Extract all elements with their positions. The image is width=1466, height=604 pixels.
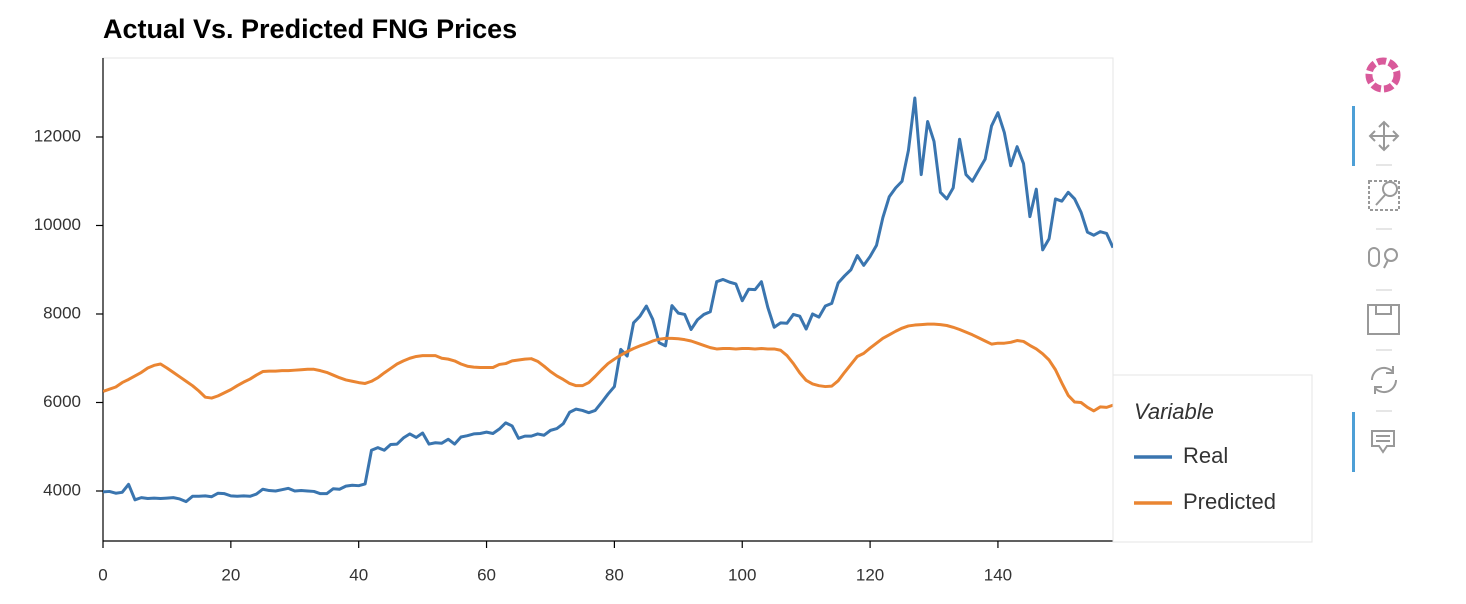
toolbar-dividers (1376, 164, 1392, 412)
wheel-zoom-tool[interactable] (1368, 247, 1398, 269)
x-tick-label: 100 (728, 565, 756, 584)
bokeh-logo (1365, 57, 1401, 93)
save-tool[interactable] (1367, 304, 1400, 335)
y-tick-label: 8000 (43, 303, 81, 322)
x-tick-label: 60 (477, 565, 496, 584)
series-line (103, 322, 1113, 413)
x-tick-label: 120 (856, 565, 884, 584)
reset-tool[interactable] (1370, 366, 1398, 394)
series-line (103, 96, 1113, 504)
x-tick-label: 40 (349, 565, 368, 584)
x-tick-label: 0 (98, 565, 107, 584)
active-marker (1352, 412, 1355, 472)
y-tick-label: 4000 (43, 480, 81, 499)
y-tick-label: 6000 (43, 392, 81, 411)
x-tick-label: 140 (984, 565, 1012, 584)
plot-frame (102, 57, 1114, 542)
y-tick-label: 10000 (34, 215, 81, 234)
x-tick-label: 80 (605, 565, 624, 584)
pan-tool[interactable] (1368, 120, 1400, 152)
x-tick-label: 20 (221, 565, 240, 584)
toolbar (1352, 57, 1401, 472)
legend-label: Predicted (1183, 489, 1276, 514)
box-zoom-tool[interactable] (1368, 180, 1400, 211)
legend-title: Variable (1134, 399, 1214, 424)
active-marker (1352, 106, 1355, 166)
chart-title: Actual Vs. Predicted FNG Prices (103, 14, 517, 44)
y-tick-label: 12000 (34, 126, 81, 145)
hover-tool[interactable] (1371, 430, 1395, 454)
legend-label: Real (1183, 443, 1228, 468)
